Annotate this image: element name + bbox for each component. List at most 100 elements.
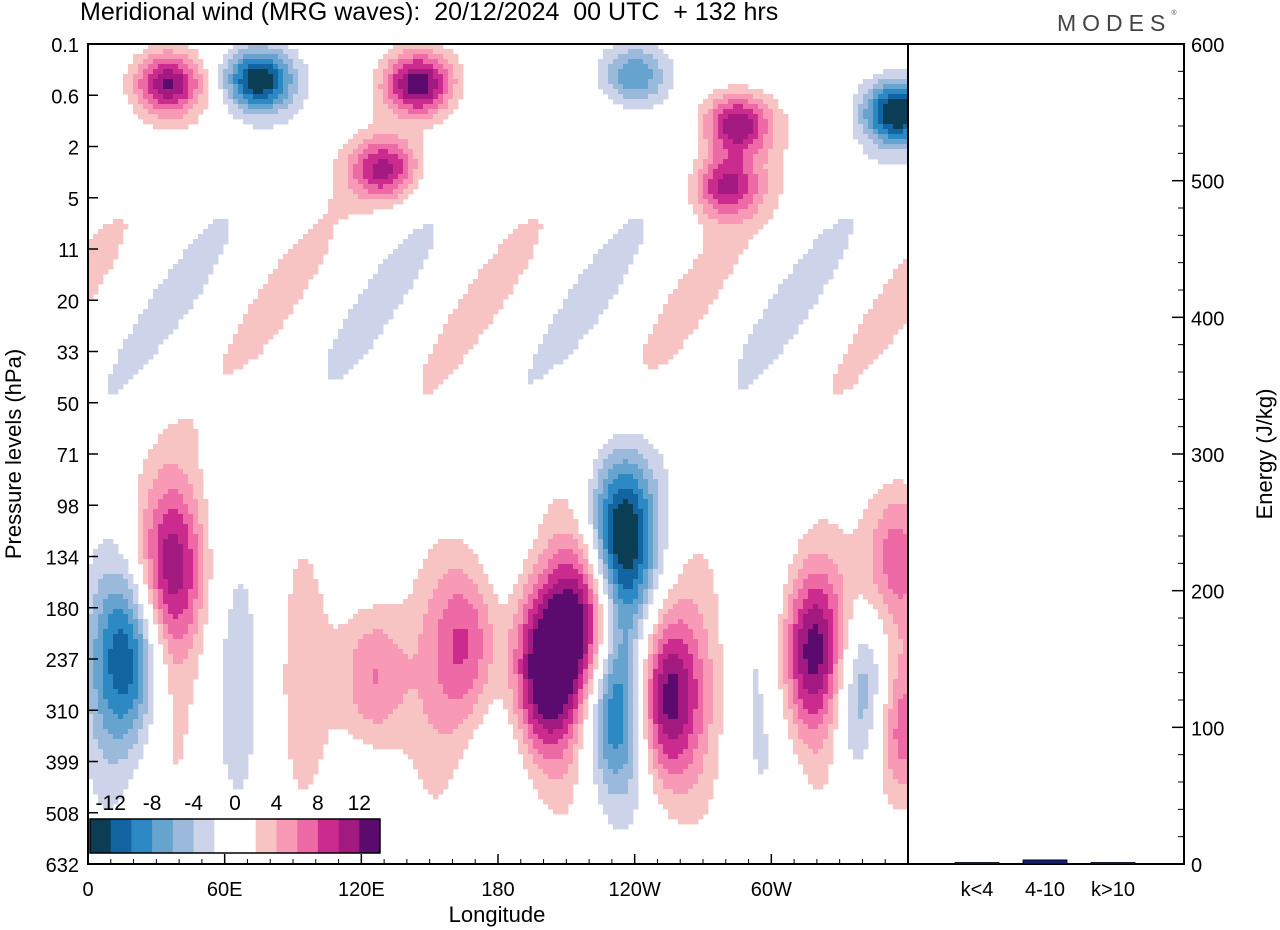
heat-cell: [803, 284, 809, 290]
heat-cell: [138, 494, 144, 500]
heat-cell: [148, 99, 154, 105]
heat-cell: [153, 534, 159, 540]
heat-cell: [138, 339, 144, 345]
heat-cell: [833, 379, 839, 385]
heat-cell: [293, 74, 299, 80]
heat-cell: [393, 99, 399, 105]
heat-cell: [398, 104, 404, 110]
heat-cell: [773, 124, 779, 130]
heat-cell: [683, 299, 689, 305]
heat-cell: [518, 224, 524, 230]
heat-cell: [413, 164, 419, 170]
heat-cell: [183, 474, 189, 480]
heat-cell: [653, 59, 659, 65]
heat-cell: [153, 314, 159, 320]
heat-cell: [618, 54, 624, 60]
heat-cell: [373, 294, 379, 300]
heat-cell: [733, 219, 739, 225]
heat-cell: [403, 274, 409, 280]
heat-cell: [163, 449, 169, 455]
heat-cell: [173, 59, 179, 65]
heat-cell: [658, 494, 664, 500]
heat-cell: [628, 254, 634, 260]
heat-cell: [903, 124, 908, 130]
heat-cell: [613, 534, 619, 540]
heat-cell: [543, 519, 549, 525]
heat-cell: [163, 289, 169, 295]
heat-cell: [658, 354, 664, 360]
heat-cell: [453, 99, 459, 105]
heat-cell: [148, 504, 154, 510]
heat-cell: [578, 299, 584, 305]
heat-cell: [173, 464, 179, 470]
heat-cell: [153, 449, 159, 455]
heat-cell: [333, 159, 339, 165]
heat-cell: [403, 89, 409, 95]
heat-cell: [883, 294, 889, 300]
heat-cell: [573, 324, 579, 330]
heat-cell: [268, 289, 274, 295]
heat-cell: [798, 284, 804, 290]
heat-cell: [733, 259, 739, 265]
heat-cell: [163, 439, 169, 445]
heat-cell: [728, 99, 734, 105]
heat-cell: [763, 214, 769, 220]
heat-cell: [388, 69, 394, 75]
heat-cell: [898, 299, 904, 305]
heat-cell: [868, 79, 874, 85]
heat-cell: [158, 329, 164, 335]
heat-cell: [648, 549, 654, 555]
heat-cell: [633, 539, 639, 545]
heat-cell: [868, 154, 874, 160]
heat-cell: [653, 364, 659, 370]
heat-cell: [603, 444, 609, 450]
heat-cell: [543, 549, 549, 555]
heat-cell: [123, 369, 129, 375]
heat-cell: [223, 74, 229, 80]
heat-cell: [843, 539, 849, 545]
heat-cell: [728, 174, 734, 180]
heat-cell: [648, 364, 654, 370]
heat-cell: [768, 164, 774, 170]
heat-cell: [903, 79, 908, 85]
heat-cell: [143, 109, 149, 115]
heat-cell: [193, 294, 199, 300]
heat-cell: [548, 564, 554, 570]
heat-cell: [163, 514, 169, 520]
heat-cell: [558, 529, 564, 535]
heat-cell: [703, 219, 709, 225]
heat-cell: [193, 249, 199, 255]
heat-cell: [573, 529, 579, 535]
heat-cell: [313, 259, 319, 265]
heat-cell: [263, 289, 269, 295]
heat-cell: [903, 159, 908, 165]
heat-cell: [378, 144, 384, 150]
heat-cell: [168, 274, 174, 280]
heat-cell: [633, 104, 639, 110]
heat-cell: [93, 234, 99, 240]
heat-cell: [573, 299, 579, 305]
heat-cell: [803, 274, 809, 280]
heat-cell: [283, 264, 289, 270]
heat-cell: [268, 104, 274, 110]
heat-cell: [613, 529, 619, 535]
heat-cell: [563, 564, 569, 570]
heat-cell: [203, 539, 209, 545]
heat-cell: [708, 234, 714, 240]
heat-cell: [613, 84, 619, 90]
heat-cell: [153, 94, 159, 100]
heat-cell: [628, 489, 634, 495]
heat-cell: [878, 499, 884, 505]
heat-cell: [193, 79, 199, 85]
heat-cell: [158, 324, 164, 330]
heat-cell: [413, 234, 419, 240]
heat-cell: [683, 274, 689, 280]
heat-cell: [833, 239, 839, 245]
heat-cell: [158, 489, 164, 495]
heat-cell: [463, 564, 469, 570]
heat-cell: [873, 354, 879, 360]
heat-cell: [853, 539, 859, 545]
heat-cell: [383, 164, 389, 170]
heat-cell: [153, 469, 159, 475]
heat-cell: [643, 89, 649, 95]
